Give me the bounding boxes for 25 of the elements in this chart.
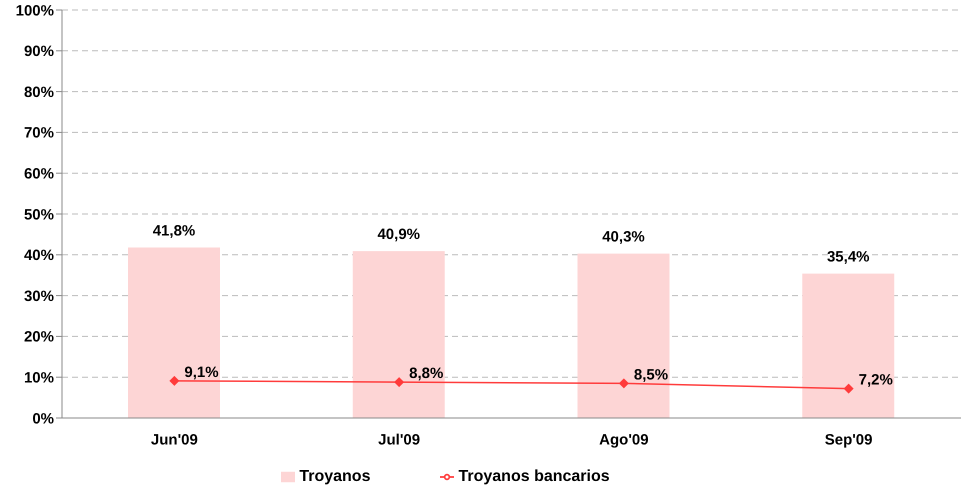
y-tick-label: 30% [24, 288, 54, 305]
y-tick-label: 0% [32, 410, 54, 428]
data-label: 40,3% [602, 228, 645, 246]
legend-label: Troyanos [299, 468, 370, 485]
y-tick-label: 10% [24, 370, 54, 387]
data-label: 35,4% [826, 248, 870, 266]
data-label: 7,2% [858, 372, 893, 389]
y-tick-label: 100% [16, 2, 54, 20]
y-tick-label: 80% [24, 84, 54, 101]
data-label: 41,8% [152, 222, 196, 240]
y-tick-label: 60% [24, 166, 54, 183]
data-label: 8,8% [409, 365, 444, 382]
legend-label: Troyanos bancarios [458, 468, 610, 485]
x-tick-label: Sep'09 [824, 432, 873, 449]
data-label: 40,9% [377, 226, 420, 244]
y-tick-label: 90% [24, 43, 54, 60]
y-tick-label: 40% [24, 247, 54, 264]
y-tick-label: 20% [24, 328, 54, 346]
data-label: 9,1% [184, 364, 219, 381]
y-tick-label: 70% [24, 124, 54, 142]
y-tick-label: 50% [24, 206, 54, 224]
x-tick-label: Ago'09 [599, 432, 649, 449]
data-label: 8,5% [634, 366, 668, 384]
x-tick-label: Jul'09 [378, 432, 420, 449]
x-tick-label: Jun'09 [150, 432, 198, 449]
